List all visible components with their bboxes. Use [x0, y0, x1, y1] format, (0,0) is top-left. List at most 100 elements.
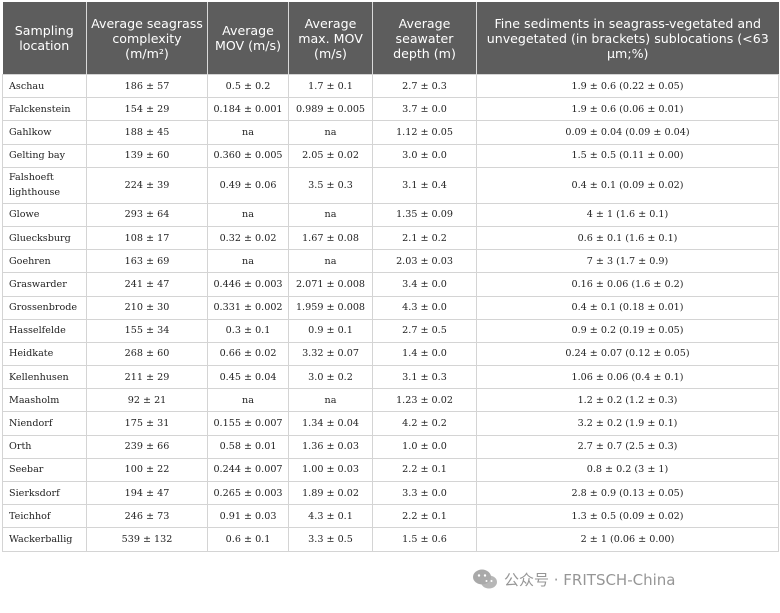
cell-seawater-depth: 3.1 ± 0.4	[372, 166, 477, 204]
cell-fine-sediments: 2 ± 1 (0.06 ± 0.00)	[476, 527, 779, 552]
cell-fine-sediments: 2.8 ± 0.9 (0.13 ± 0.05)	[476, 480, 779, 506]
cell-fine-sediments: 7 ± 3 (1.7 ± 0.9)	[476, 249, 779, 274]
table-row: Heidkate 268 ± 60 0.66 ± 0.02 3.32 ± 0.07 1.…	[2, 341, 779, 367]
header-average-max-mov: Average max. MOV (m/s)	[288, 2, 373, 75]
cell-sampling-location: Heidkate	[2, 341, 87, 367]
table-row: Maasholm 92 ± 21 na na 1.23 ± 0.02 1.2 ± 0.2 …	[2, 388, 779, 413]
cell-average-mov: na	[207, 120, 289, 145]
cell-sampling-location: Falshoeft lighthouse	[2, 166, 87, 204]
header-fine-sediments: Fine sediments in seagrass-vegetated and…	[476, 2, 779, 75]
cell-fine-sediments: 0.16 ± 0.06 (1.6 ± 0.2)	[476, 272, 779, 297]
cell-fine-sediments: 0.24 ± 0.07 (0.12 ± 0.05)	[476, 341, 779, 367]
cell-sampling-location: Aschau	[2, 73, 87, 99]
cell-seawater-depth: 2.7 ± 0.5	[372, 318, 477, 343]
cell-fine-sediments: 0.09 ± 0.04 (0.09 ± 0.04)	[476, 120, 779, 145]
cell-average-mov: na	[207, 249, 289, 274]
cell-seagrass-complexity: 293 ± 64	[86, 202, 208, 227]
cell-sampling-location: Goehren	[2, 249, 87, 274]
cell-average-mov: 0.5 ± 0.2	[207, 73, 289, 99]
cell-average-mov: na	[207, 202, 289, 227]
cell-average-max-mov: 1.67 ± 0.08	[288, 225, 373, 251]
cell-seawater-depth: 2.7 ± 0.3	[372, 73, 477, 99]
cell-fine-sediments: 1.5 ± 0.5 (0.11 ± 0.00)	[476, 143, 779, 168]
cell-average-max-mov: 3.32 ± 0.07	[288, 341, 373, 367]
cell-seagrass-complexity: 186 ± 57	[86, 73, 208, 99]
table-row: Aschau 186 ± 57 0.5 ± 0.2 1.7 ± 0.1 2.7 ± 0.…	[2, 73, 779, 99]
cell-fine-sediments: 0.9 ± 0.2 (0.19 ± 0.05)	[476, 318, 779, 343]
cell-seawater-depth: 1.12 ± 0.05	[372, 120, 477, 145]
cell-seagrass-complexity: 155 ± 34	[86, 318, 208, 343]
table-row: Kellenhusen 211 ± 29 0.45 ± 0.04 3.0 ± 0.2 3…	[2, 365, 779, 390]
table-row: Gahlkow 188 ± 45 na na 1.12 ± 0.05 0.09 ± 0.0…	[2, 120, 779, 145]
cell-seagrass-complexity: 154 ± 29	[86, 97, 208, 122]
cell-fine-sediments: 4 ± 1 (1.6 ± 0.1)	[476, 202, 779, 227]
cell-seawater-depth: 4.2 ± 0.2	[372, 411, 477, 436]
header-seawater-depth: Average seawater depth (m)	[372, 2, 477, 75]
cell-sampling-location: Niendorf	[2, 411, 87, 436]
data-table: Sampling location Average seagrass compl…	[2, 2, 779, 552]
cell-seagrass-complexity: 210 ± 30	[86, 295, 208, 320]
table-row: Niendorf 175 ± 31 0.155 ± 0.007 1.34 ± 0.04…	[2, 411, 779, 436]
header-average-mov: Average MOV (m/s)	[207, 2, 289, 75]
cell-sampling-location: Kellenhusen	[2, 365, 87, 390]
cell-average-mov: 0.49 ± 0.06	[207, 166, 289, 204]
cell-seagrass-complexity: 539 ± 132	[86, 527, 208, 552]
watermark-text: 公众号 · FRITSCH-China	[504, 570, 676, 589]
cell-seawater-depth: 3.1 ± 0.3	[372, 365, 477, 390]
table-row: Teichhof 246 ± 73 0.91 ± 0.03 4.3 ± 0.1 2.2 …	[2, 504, 779, 529]
watermark: 公众号 · FRITSCH-China	[472, 568, 675, 590]
cell-seawater-depth: 2.2 ± 0.1	[372, 504, 477, 529]
header-row: Sampling location Average seagrass compl…	[2, 2, 779, 75]
cell-average-mov: 0.58 ± 0.01	[207, 434, 289, 459]
cell-seagrass-complexity: 246 ± 73	[86, 504, 208, 529]
table-row: Graswarder 241 ± 47 0.446 ± 0.003 2.071 ± 0…	[2, 272, 779, 297]
cell-fine-sediments: 0.8 ± 0.2 (3 ± 1)	[476, 457, 779, 483]
cell-sampling-location: Falckenstein	[2, 97, 87, 122]
table-row: Falshoeft lighthouse 224 ± 39 0.49 ± 0.06 3…	[2, 166, 779, 204]
cell-fine-sediments: 1.2 ± 0.2 (1.2 ± 0.3)	[476, 388, 779, 413]
cell-average-mov: 0.32 ± 0.02	[207, 225, 289, 251]
cell-seawater-depth: 3.7 ± 0.0	[372, 97, 477, 122]
cell-sampling-location: Gahlkow	[2, 120, 87, 145]
cell-sampling-location: Sierksdorf	[2, 480, 87, 506]
cell-sampling-location: Gluecksburg	[2, 225, 87, 251]
cell-average-max-mov: 2.071 ± 0.008	[288, 272, 373, 297]
cell-average-max-mov: na	[288, 249, 373, 274]
cell-average-mov: 0.265 ± 0.003	[207, 480, 289, 506]
cell-average-max-mov: 3.5 ± 0.3	[288, 166, 373, 204]
cell-average-max-mov: 1.00 ± 0.03	[288, 457, 373, 483]
cell-fine-sediments: 1.3 ± 0.5 (0.09 ± 0.02)	[476, 504, 779, 529]
cell-average-mov: 0.446 ± 0.003	[207, 272, 289, 297]
cell-fine-sediments: 2.7 ± 0.7 (2.5 ± 0.3)	[476, 434, 779, 459]
cell-average-max-mov: 1.7 ± 0.1	[288, 73, 373, 99]
cell-seagrass-complexity: 92 ± 21	[86, 388, 208, 413]
cell-sampling-location: Orth	[2, 434, 87, 459]
cell-fine-sediments: 1.9 ± 0.6 (0.22 ± 0.05)	[476, 73, 779, 99]
header-seagrass-complexity: Average seagrass complexity (m/m²)	[86, 2, 208, 75]
cell-fine-sediments: 1.06 ± 0.06 (0.4 ± 0.1)	[476, 365, 779, 390]
cell-sampling-location: Maasholm	[2, 388, 87, 413]
cell-seawater-depth: 1.35 ± 0.09	[372, 202, 477, 227]
cell-seagrass-complexity: 211 ± 29	[86, 365, 208, 390]
cell-sampling-location: Glowe	[2, 202, 87, 227]
cell-average-max-mov: 4.3 ± 0.1	[288, 504, 373, 529]
cell-seawater-depth: 3.4 ± 0.0	[372, 272, 477, 297]
cell-seagrass-complexity: 241 ± 47	[86, 272, 208, 297]
cell-seawater-depth: 1.4 ± 0.0	[372, 341, 477, 367]
table-row: Wackerballig 539 ± 132 0.6 ± 0.1 3.3 ± 0.5 1…	[2, 527, 779, 552]
table-row: Falckenstein 154 ± 29 0.184 ± 0.001 0.989 ±…	[2, 97, 779, 122]
cell-average-mov: 0.155 ± 0.007	[207, 411, 289, 436]
cell-average-mov: 0.6 ± 0.1	[207, 527, 289, 552]
cell-average-max-mov: na	[288, 388, 373, 413]
cell-average-max-mov: 3.3 ± 0.5	[288, 527, 373, 552]
cell-seagrass-complexity: 188 ± 45	[86, 120, 208, 145]
cell-average-max-mov: 1.959 ± 0.008	[288, 295, 373, 320]
cell-seagrass-complexity: 108 ± 17	[86, 225, 208, 251]
cell-seawater-depth: 4.3 ± 0.0	[372, 295, 477, 320]
cell-seagrass-complexity: 239 ± 66	[86, 434, 208, 459]
cell-average-max-mov: 0.9 ± 0.1	[288, 318, 373, 343]
table-row: Orth 239 ± 66 0.58 ± 0.01 1.36 ± 0.03 1.0 ± …	[2, 434, 779, 459]
cell-seagrass-complexity: 194 ± 47	[86, 480, 208, 506]
cell-average-max-mov: 3.0 ± 0.2	[288, 365, 373, 390]
wechat-logo-icon	[473, 569, 497, 589]
